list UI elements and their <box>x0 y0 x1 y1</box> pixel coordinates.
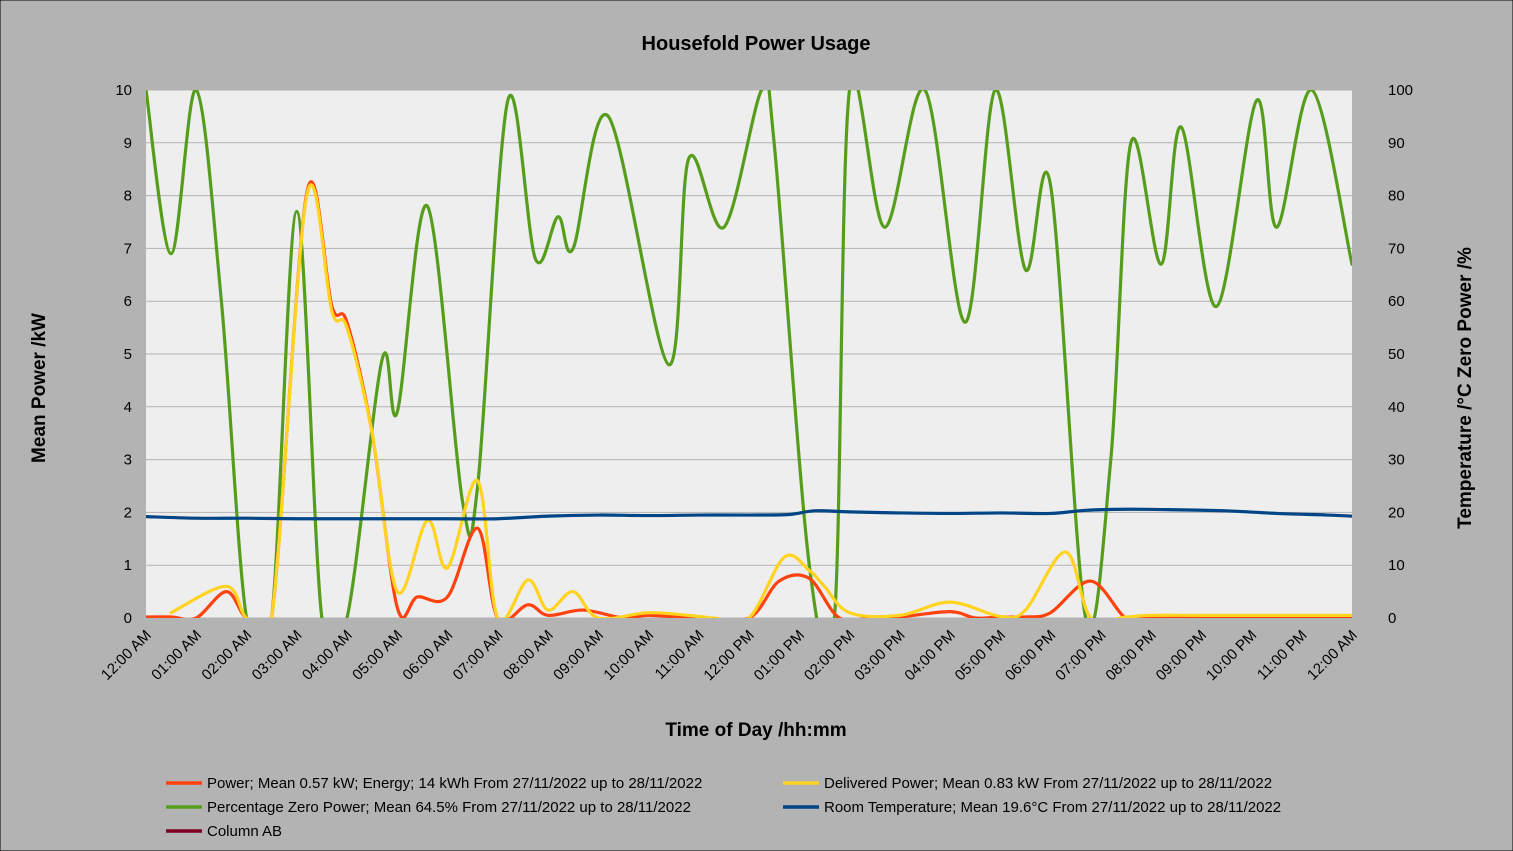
y-axis-left: 0 1 2 3 4 5 6 7 8 9 10 <box>115 82 132 627</box>
y-tick-label: 5 <box>124 346 132 363</box>
y2-axis-title: Temperature /°C Zero Power /% <box>1455 247 1476 529</box>
y-tick-label: 0 <box>124 610 132 627</box>
y2-tick-label: 100 <box>1388 82 1413 99</box>
legend-label: Delivered Power; Mean 0.83 kW From 27/11… <box>824 775 1272 792</box>
legend-label: Room Temperature; Mean 19.6°C From 27/11… <box>824 799 1281 816</box>
y2-tick-label: 80 <box>1388 188 1405 205</box>
gridlines <box>146 89 1352 619</box>
legend-label: Column AB <box>207 823 282 840</box>
y-tick-label: 4 <box>124 399 132 416</box>
legend-label: Power; Mean 0.57 kW; Energy; 14 kWh From… <box>207 775 702 792</box>
y-axis-title: Mean Power /kW <box>29 313 50 463</box>
series-line-delivered <box>169 183 1352 618</box>
series-line-temperature <box>146 507 1352 521</box>
y-axis-right: 0 10 20 30 40 50 60 70 80 90 100 <box>1388 82 1413 627</box>
y-tick-label: 7 <box>124 240 132 257</box>
y2-tick-label: 50 <box>1388 346 1405 363</box>
y2-tick-label: 10 <box>1388 557 1405 574</box>
y2-tick-label: 40 <box>1388 399 1405 416</box>
y2-tick-label: 70 <box>1388 240 1405 257</box>
y-tick-label: 8 <box>124 188 132 205</box>
y-tick-label: 2 <box>124 504 132 521</box>
y2-tick-label: 60 <box>1388 293 1405 310</box>
series-layer <box>146 90 1352 618</box>
y-tick-label: 6 <box>124 293 132 310</box>
chart-title: Housefold Power Usage <box>642 33 871 55</box>
y2-tick-label: 20 <box>1388 504 1405 521</box>
y2-tick-label: 0 <box>1388 610 1396 627</box>
y-tick-label: 10 <box>115 82 132 99</box>
y2-tick-label: 30 <box>1388 452 1405 469</box>
legend-label: Percentage Zero Power; Mean 64.5% From 2… <box>207 799 691 816</box>
y2-tick-label: 90 <box>1388 135 1405 152</box>
series-line-zero-power <box>146 90 1352 618</box>
y-tick-label: 9 <box>124 135 132 152</box>
legend: Power; Mean 0.57 kW; Energy; 14 kWh From… <box>166 775 1281 840</box>
x-axis-title: Time of Day /hh:mm <box>665 720 846 741</box>
y-tick-label: 3 <box>124 452 132 469</box>
y-tick-label: 1 <box>124 557 132 574</box>
